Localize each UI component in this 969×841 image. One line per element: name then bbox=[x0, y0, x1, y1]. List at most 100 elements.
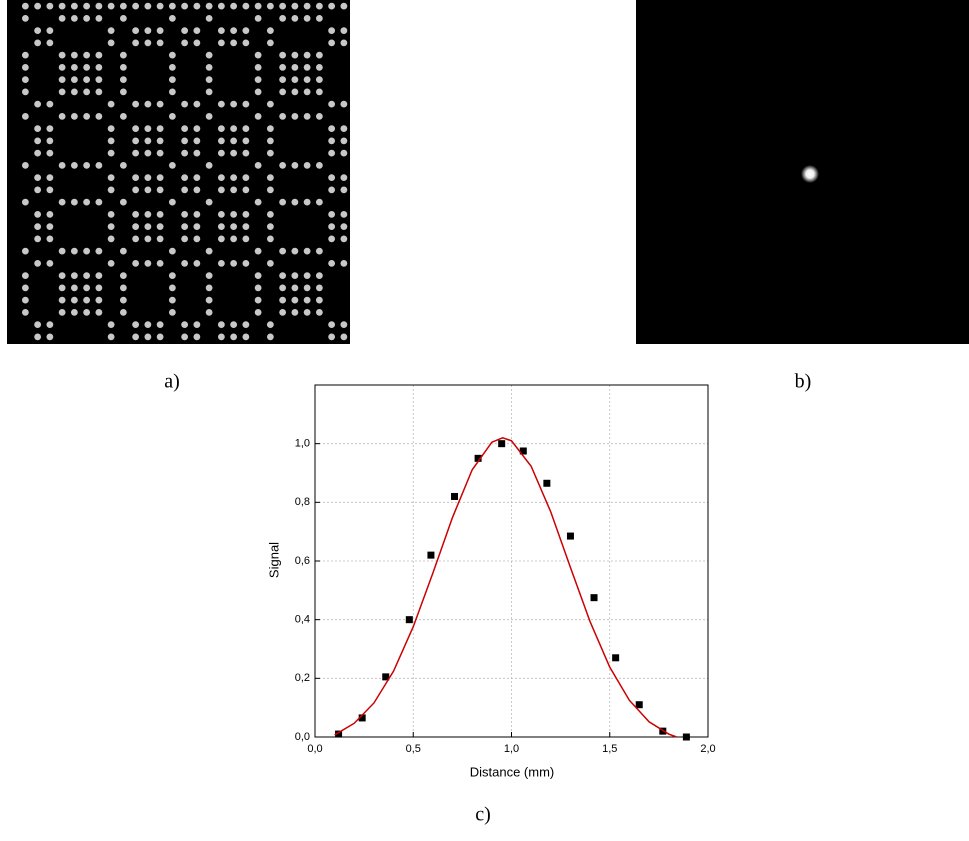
aperture-dot bbox=[340, 333, 348, 341]
aperture-dot bbox=[279, 51, 287, 59]
aperture-dot bbox=[303, 63, 311, 71]
aperture-dot bbox=[242, 186, 250, 194]
aperture-dot bbox=[279, 272, 287, 280]
data-point bbox=[519, 447, 527, 455]
aperture-dot bbox=[144, 186, 152, 194]
aperture-dot bbox=[34, 186, 42, 194]
aperture-dot bbox=[340, 125, 348, 133]
aperture-dot bbox=[193, 39, 201, 47]
aperture-dot bbox=[70, 161, 78, 169]
aperture-dot bbox=[95, 161, 103, 169]
aperture-dot bbox=[242, 27, 250, 35]
aperture-dot bbox=[303, 198, 311, 206]
aperture-dot bbox=[230, 223, 238, 231]
data-point bbox=[427, 551, 435, 559]
aperture-dot bbox=[181, 235, 189, 243]
aperture-dot bbox=[328, 2, 336, 10]
aperture-dot bbox=[266, 186, 274, 194]
aperture-dot bbox=[266, 137, 274, 145]
aperture-dot bbox=[58, 2, 66, 10]
aperture-dot bbox=[266, 39, 274, 47]
aperture-dot bbox=[303, 88, 311, 96]
aperture-dot bbox=[205, 2, 213, 10]
aperture-dot bbox=[340, 149, 348, 157]
aperture-dot bbox=[168, 247, 176, 255]
aperture-dot bbox=[144, 210, 152, 218]
aperture-dot bbox=[46, 27, 54, 35]
aperture-dot bbox=[340, 2, 348, 10]
aperture-dot bbox=[107, 235, 115, 243]
aperture-dot bbox=[266, 149, 274, 157]
aperture-dot bbox=[156, 333, 164, 341]
aperture-dot bbox=[34, 235, 42, 243]
aperture-dot bbox=[83, 112, 91, 120]
aperture-dot bbox=[217, 137, 225, 145]
aperture-dot bbox=[156, 259, 164, 267]
aperture-dot bbox=[266, 333, 274, 341]
aperture-dot bbox=[83, 161, 91, 169]
aperture-dot bbox=[291, 63, 299, 71]
aperture-dot bbox=[95, 112, 103, 120]
aperture-dot bbox=[303, 14, 311, 22]
aperture-dot bbox=[156, 125, 164, 133]
aperture-dot bbox=[328, 186, 336, 194]
aperture-dot bbox=[242, 321, 250, 329]
aperture-dot bbox=[132, 125, 140, 133]
aperture-dot bbox=[46, 174, 54, 182]
aperture-dot bbox=[132, 39, 140, 47]
aperture-dot bbox=[230, 27, 238, 35]
aperture-dot bbox=[70, 284, 78, 292]
aperture-dot bbox=[279, 296, 287, 304]
aperture-dot bbox=[83, 88, 91, 96]
aperture-dot bbox=[132, 174, 140, 182]
data-point bbox=[474, 454, 482, 462]
aperture-dot bbox=[279, 284, 287, 292]
aperture-dot bbox=[21, 76, 29, 84]
aperture-dot bbox=[193, 223, 201, 231]
aperture-dot bbox=[291, 2, 299, 10]
aperture-dot bbox=[315, 14, 323, 22]
aperture-dot bbox=[34, 321, 42, 329]
aperture-dot bbox=[107, 223, 115, 231]
aperture-dot bbox=[107, 2, 115, 10]
aperture-dot bbox=[144, 2, 152, 10]
aperture-dot bbox=[205, 14, 213, 22]
aperture-dot bbox=[132, 149, 140, 157]
point-source bbox=[801, 165, 819, 183]
aperture-dot bbox=[168, 76, 176, 84]
data-point bbox=[635, 701, 643, 709]
aperture-dot bbox=[340, 259, 348, 267]
aperture-dot bbox=[193, 100, 201, 108]
aperture-dot bbox=[34, 100, 42, 108]
aperture-dot bbox=[230, 174, 238, 182]
aperture-dot bbox=[21, 198, 29, 206]
aperture-dot bbox=[144, 125, 152, 133]
aperture-dot bbox=[254, 88, 262, 96]
aperture-dot bbox=[303, 2, 311, 10]
aperture-dot bbox=[107, 125, 115, 133]
aperture-dot bbox=[254, 272, 262, 280]
aperture-dot bbox=[254, 284, 262, 292]
aperture-dot bbox=[266, 321, 274, 329]
aperture-dot bbox=[340, 235, 348, 243]
aperture-dot bbox=[144, 235, 152, 243]
aperture-dot bbox=[83, 76, 91, 84]
aperture-dot bbox=[58, 272, 66, 280]
aperture-dot bbox=[70, 14, 78, 22]
aperture-dot bbox=[242, 100, 250, 108]
aperture-dot bbox=[21, 272, 29, 280]
y-tick-label: 0,2 bbox=[295, 672, 310, 684]
aperture-dot bbox=[291, 198, 299, 206]
aperture-dot bbox=[70, 51, 78, 59]
aperture-dot bbox=[193, 210, 201, 218]
aperture-dot bbox=[291, 51, 299, 59]
aperture-dot bbox=[217, 100, 225, 108]
aperture-dot bbox=[21, 247, 29, 255]
aperture-dot bbox=[303, 296, 311, 304]
data-point bbox=[590, 594, 598, 602]
aperture-dot bbox=[340, 321, 348, 329]
x-tick-label: 0,0 bbox=[307, 743, 322, 755]
aperture-dot bbox=[315, 63, 323, 71]
aperture-dot bbox=[315, 247, 323, 255]
